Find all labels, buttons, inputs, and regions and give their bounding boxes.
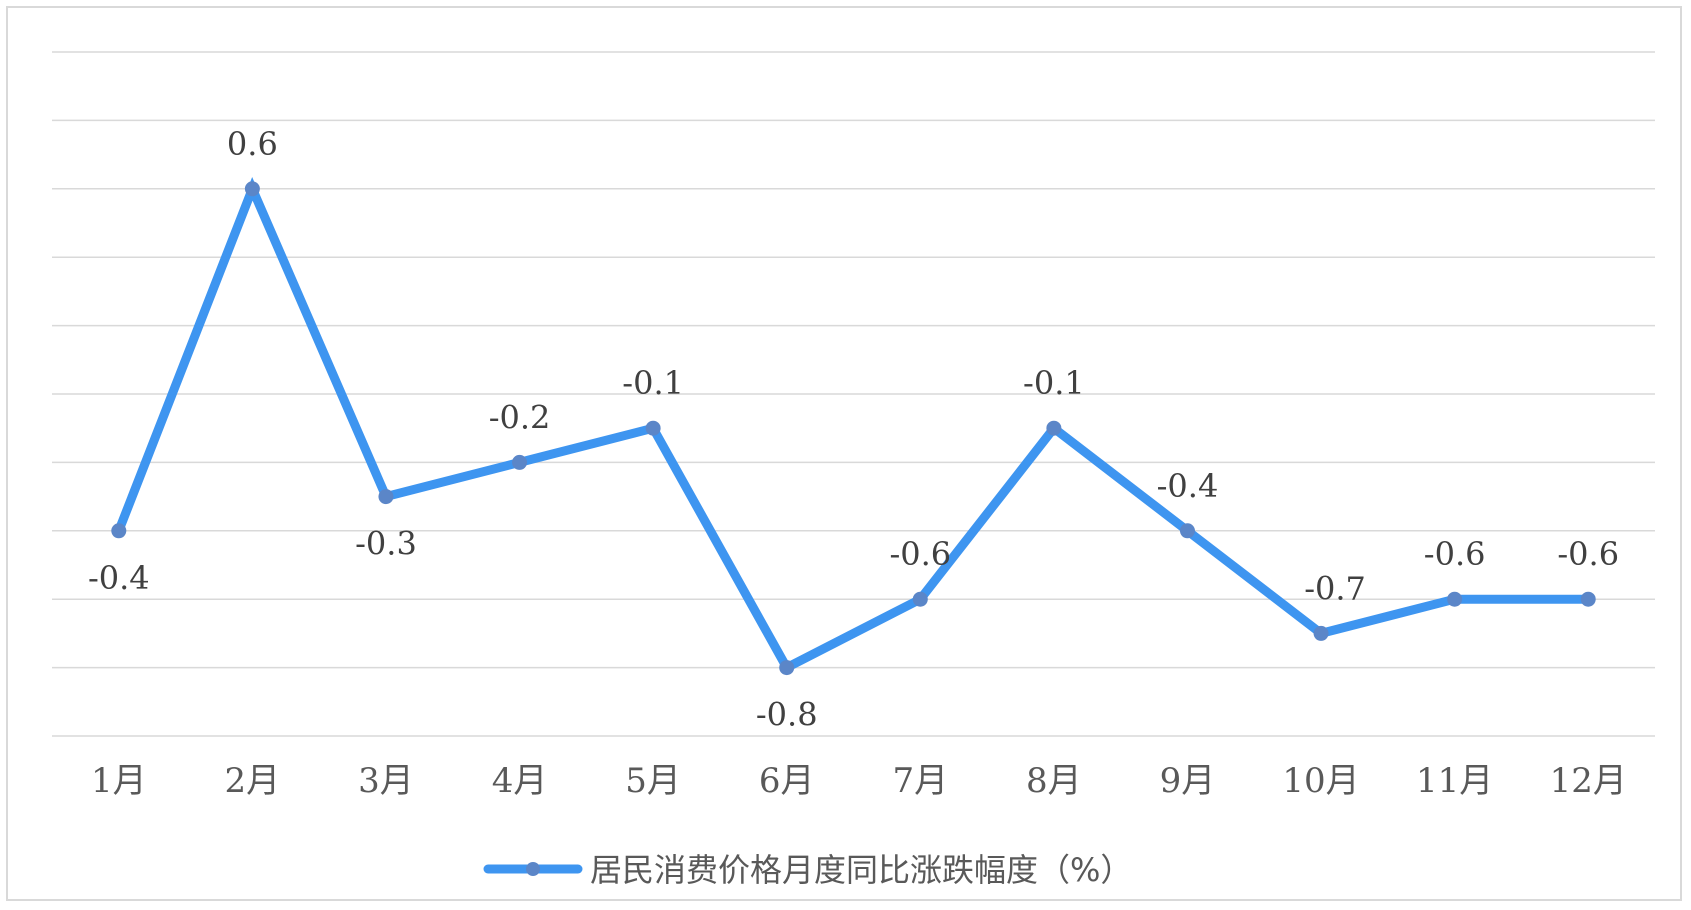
data-point xyxy=(1447,591,1463,607)
data-label: -0.8 xyxy=(756,696,818,734)
data-label: -0.2 xyxy=(489,398,551,436)
data-point xyxy=(1580,591,1596,607)
data-point xyxy=(779,660,795,676)
x-tick-label: 12月 xyxy=(1550,761,1627,801)
data-label: -0.6 xyxy=(1424,535,1486,573)
x-tick-label: 3月 xyxy=(358,761,414,801)
x-axis-tick-labels: 1月 2月 3月 4月 5月 6月 7月 8月 9月 10月 11月 12月 xyxy=(91,761,1627,801)
x-tick-label: 4月 xyxy=(492,761,548,801)
data-point xyxy=(1313,625,1329,641)
data-labels: -0.4 0.6 -0.3 -0.2 -0.1 -0.8 -0.6 -0.1 -0.4 -0.7 -… xyxy=(88,125,1619,734)
data-label: -0.4 xyxy=(88,559,150,597)
data-point xyxy=(1046,420,1062,436)
data-label: -0.3 xyxy=(355,525,417,563)
x-tick-label: 8月 xyxy=(1026,761,1082,801)
data-label: 0.6 xyxy=(227,125,278,163)
x-tick-label: 5月 xyxy=(625,761,681,801)
x-tick-label: 1月 xyxy=(91,761,147,801)
data-label: -0.7 xyxy=(1304,569,1366,607)
data-point xyxy=(244,181,260,197)
data-label: -0.4 xyxy=(1157,467,1219,505)
legend-marker-swatch xyxy=(526,862,540,876)
legend: 居民消费价格月度同比涨跌幅度（%） xyxy=(483,851,1132,889)
x-tick-label: 7月 xyxy=(892,761,948,801)
data-label: -0.6 xyxy=(1557,535,1619,573)
chart-frame xyxy=(6,6,1682,901)
data-label: -0.1 xyxy=(622,364,684,402)
x-tick-label: 10月 xyxy=(1282,761,1359,801)
data-point xyxy=(912,591,928,607)
data-label: -0.6 xyxy=(889,535,951,573)
data-point xyxy=(1179,523,1195,539)
data-point xyxy=(645,420,661,436)
x-tick-label: 11月 xyxy=(1416,761,1493,801)
x-tick-label: 2月 xyxy=(225,761,281,801)
series-line xyxy=(114,176,1593,674)
data-label: -0.1 xyxy=(1023,364,1085,402)
series-line-group xyxy=(111,176,1596,676)
legend-series-name: 居民消费价格月度同比涨跌幅度（%） xyxy=(590,851,1132,889)
data-point xyxy=(378,489,394,505)
x-tick-label: 6月 xyxy=(759,761,815,801)
gridlines xyxy=(52,51,1655,737)
data-point xyxy=(111,523,127,539)
x-tick-label: 9月 xyxy=(1160,761,1216,801)
data-point xyxy=(512,454,528,470)
